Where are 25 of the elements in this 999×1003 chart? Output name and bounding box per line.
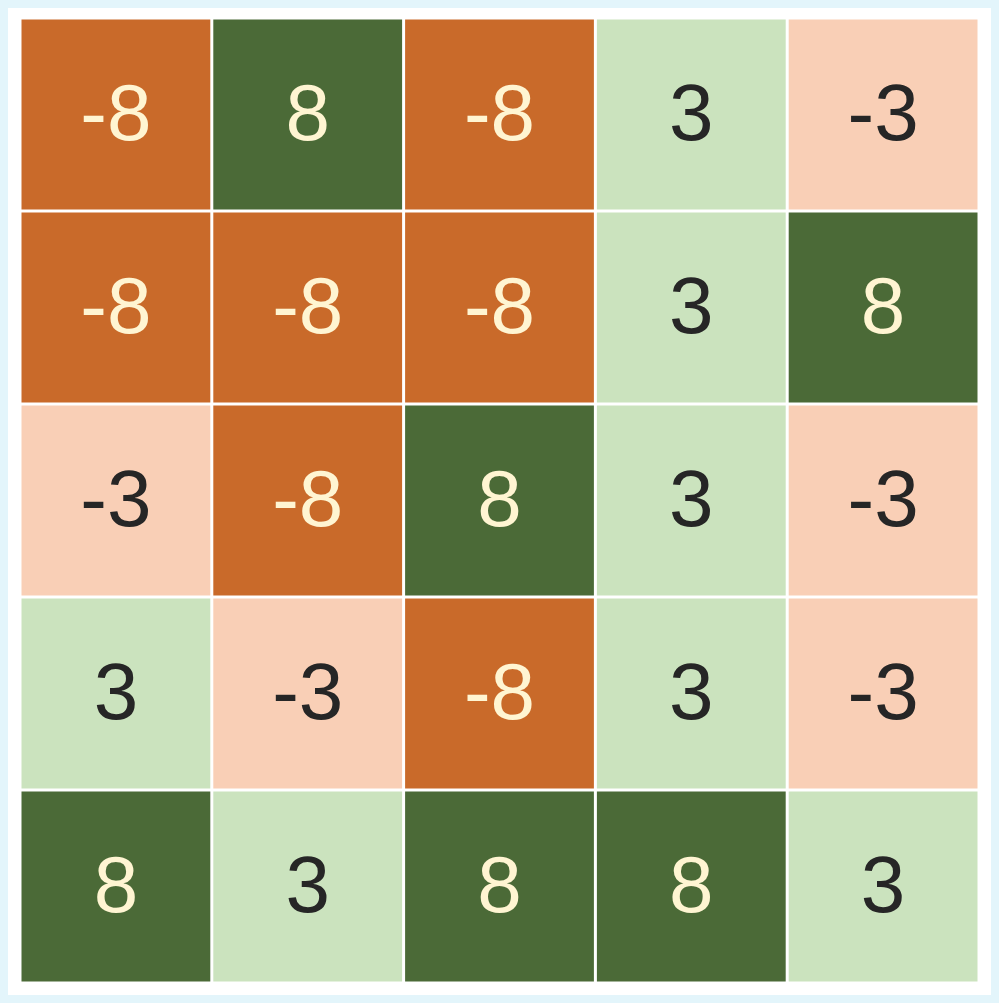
data-label: -3: [80, 453, 152, 543]
data-label: -3: [847, 453, 919, 543]
data-label: 3: [860, 839, 906, 929]
data-label: -8: [80, 260, 152, 350]
data-label: 8: [285, 67, 330, 157]
data-label: 3: [669, 453, 714, 543]
data-label: -8: [463, 260, 536, 350]
data-label: -8: [272, 260, 344, 350]
data-label: 8: [669, 839, 714, 929]
data-label: 3: [93, 646, 139, 736]
data-label: 3: [669, 646, 714, 736]
data-label: 3: [285, 839, 330, 929]
data-label: -8: [80, 67, 152, 157]
data-label: -3: [272, 646, 344, 736]
data-label: -3: [847, 646, 919, 736]
data-label: -8: [272, 453, 344, 543]
data-label: -8: [463, 67, 536, 157]
data-label: -8: [463, 646, 536, 736]
data-label: 3: [669, 260, 714, 350]
data-label: 8: [477, 839, 522, 929]
data-label: 8: [93, 839, 139, 929]
data-label: -3: [847, 67, 919, 157]
data-label: 8: [477, 453, 522, 543]
data-label: 8: [860, 260, 906, 350]
data-label: 3: [669, 67, 714, 157]
